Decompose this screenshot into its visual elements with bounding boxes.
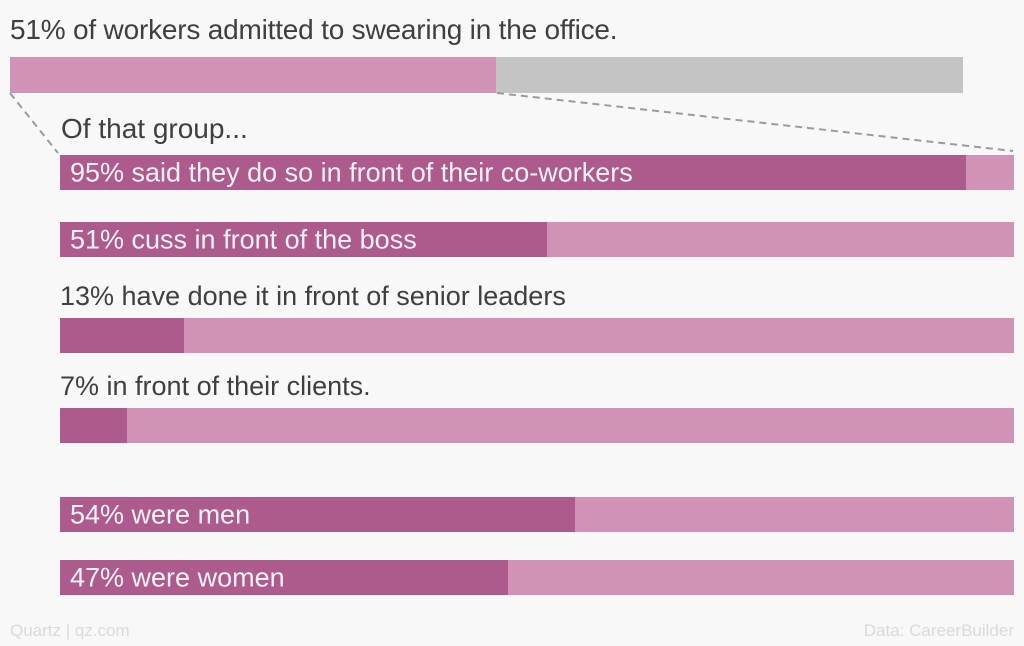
data-source-credit: Data: CareerBuilder (863, 621, 1014, 640)
bar-row: 54% were men (60, 497, 1014, 532)
bar-track (60, 408, 1014, 443)
chart-title: 51% of workers admitted to swearing in t… (10, 14, 618, 45)
overview-bar-track (10, 57, 963, 93)
group-subtitle: Of that group... (61, 113, 248, 144)
bar-row: 47% were women (60, 560, 1014, 595)
bar-track: 95% said they do so in front of their co… (60, 155, 1014, 190)
bar-fill (60, 318, 185, 353)
connector-line-left (9, 92, 59, 154)
bar-label: 54% were men (70, 499, 251, 529)
bar-label: 47% were women (70, 562, 285, 592)
bar-track: 54% were men (60, 497, 1014, 532)
bar-label: 51% cuss in front of the boss (70, 224, 417, 254)
chart-footer: Quartz | qz.com Data: CareerBuilder (10, 621, 1014, 641)
bar-fill (60, 222, 547, 257)
bar-rows: 95% said they do so in front of their co… (60, 155, 1014, 615)
bar-track: 51% cuss in front of the boss (60, 222, 1014, 257)
bar-row: 13% have done it in front of senior lead… (60, 282, 1014, 353)
bar-fill (60, 560, 509, 595)
bar-label: 95% said they do so in front of their co… (70, 157, 633, 187)
bar-track (60, 318, 1014, 353)
bar-fill (60, 497, 576, 532)
publisher-credit: Quartz | qz.com (10, 621, 130, 640)
bar-track: 47% were women (60, 560, 1014, 595)
bar-row: 7% in front of their clients. (60, 372, 1014, 443)
bar-row: 95% said they do so in front of their co… (60, 155, 1014, 190)
bar-fill (60, 408, 127, 443)
overview-bar-fill (10, 57, 497, 93)
bar-label: 7% in front of their clients. (60, 371, 371, 401)
bar-label: 13% have done it in front of senior lead… (60, 281, 566, 311)
bar-fill (60, 155, 967, 190)
connector-line-right (496, 92, 1014, 152)
bar-row: 51% cuss in front of the boss (60, 222, 1014, 257)
